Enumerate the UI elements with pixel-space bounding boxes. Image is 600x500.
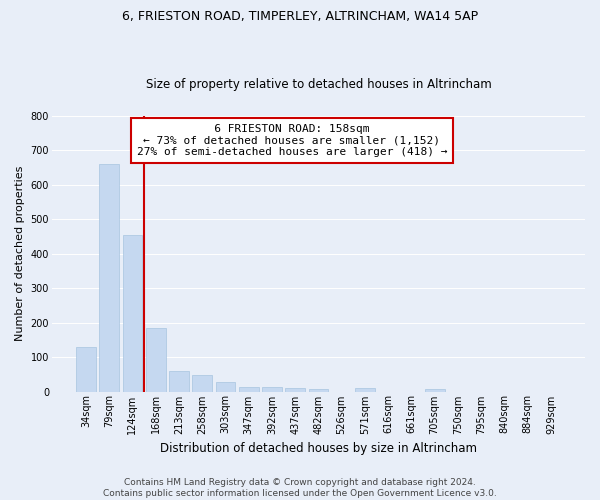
Bar [193,376,212,392]
Text: 6, FRIESTON ROAD, TIMPERLEY, ALTRINCHAM, WA14 5AP: 6, FRIESTON ROAD, TIMPERLEY, ALTRINCHAM,… [122,10,478,23]
Bar [146,328,166,392]
Bar [239,387,259,392]
Bar [100,164,119,392]
Bar [425,389,445,392]
Text: Contains HM Land Registry data © Crown copyright and database right 2024.
Contai: Contains HM Land Registry data © Crown c… [103,478,497,498]
Bar [76,348,96,392]
Y-axis label: Number of detached properties: Number of detached properties [15,166,25,342]
X-axis label: Distribution of detached houses by size in Altrincham: Distribution of detached houses by size … [160,442,477,455]
Text: 6 FRIESTON ROAD: 158sqm   
← 73% of detached houses are smaller (1,152)
27% of s: 6 FRIESTON ROAD: 158sqm ← 73% of detache… [137,124,447,157]
Bar [169,371,189,392]
Bar [285,388,305,392]
Bar [355,388,375,392]
Bar [215,382,235,392]
Bar [308,389,328,392]
Bar [262,386,282,392]
Title: Size of property relative to detached houses in Altrincham: Size of property relative to detached ho… [146,78,491,91]
Bar [122,236,142,392]
